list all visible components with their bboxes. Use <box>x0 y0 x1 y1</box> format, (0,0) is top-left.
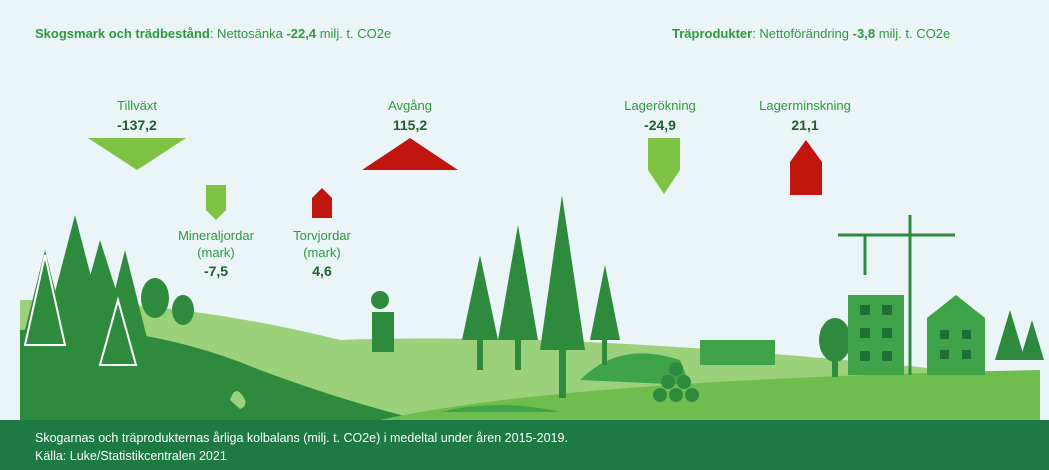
footer-text: Källa: Luke/Statistikcentralen 2021 <box>35 449 227 463</box>
truck <box>700 340 775 365</box>
header-value: -22,4 <box>286 26 316 41</box>
flow-value: -24,9 <box>644 117 676 133</box>
footer-text: Skogarnas och träprodukternas årliga kol… <box>35 431 568 445</box>
flow-value: -137,2 <box>117 117 157 133</box>
header-label: Träprodukter <box>672 26 752 41</box>
flow-sublabel: (mark) <box>197 245 235 260</box>
header-value: -3,8 <box>853 26 875 41</box>
flow-value: 115,2 <box>393 117 427 133</box>
header-unit: milj. t. CO2e <box>320 26 392 41</box>
flow-value: 21,1 <box>791 117 818 133</box>
header-text: : Nettoförändring <box>752 26 849 41</box>
header-unit: milj. t. CO2e <box>879 26 951 41</box>
header-right: Träprodukter: Nettoförändring -3,8 milj.… <box>672 26 950 41</box>
infographic: Skogsmark och trädbestånd: Nettosänka -2… <box>0 0 1049 470</box>
flow-label: Avgång <box>388 98 432 113</box>
flow-label: Torvjordar <box>293 228 351 243</box>
header-label: Skogsmark och trädbestånd <box>35 26 210 41</box>
flow-value: -7,5 <box>204 263 228 279</box>
flow-value: 4,6 <box>312 263 332 279</box>
header-text: : Nettosänka <box>210 26 284 41</box>
flow-label: Lagerminskning <box>759 98 851 113</box>
flow-sublabel: (mark) <box>303 245 341 260</box>
flow-label: Lagerökning <box>624 98 696 113</box>
flow-label: Tillväxt <box>117 98 157 113</box>
header-left: Skogsmark och trädbestånd: Nettosänka -2… <box>35 26 391 41</box>
flow-label: Mineraljordar <box>178 228 255 243</box>
